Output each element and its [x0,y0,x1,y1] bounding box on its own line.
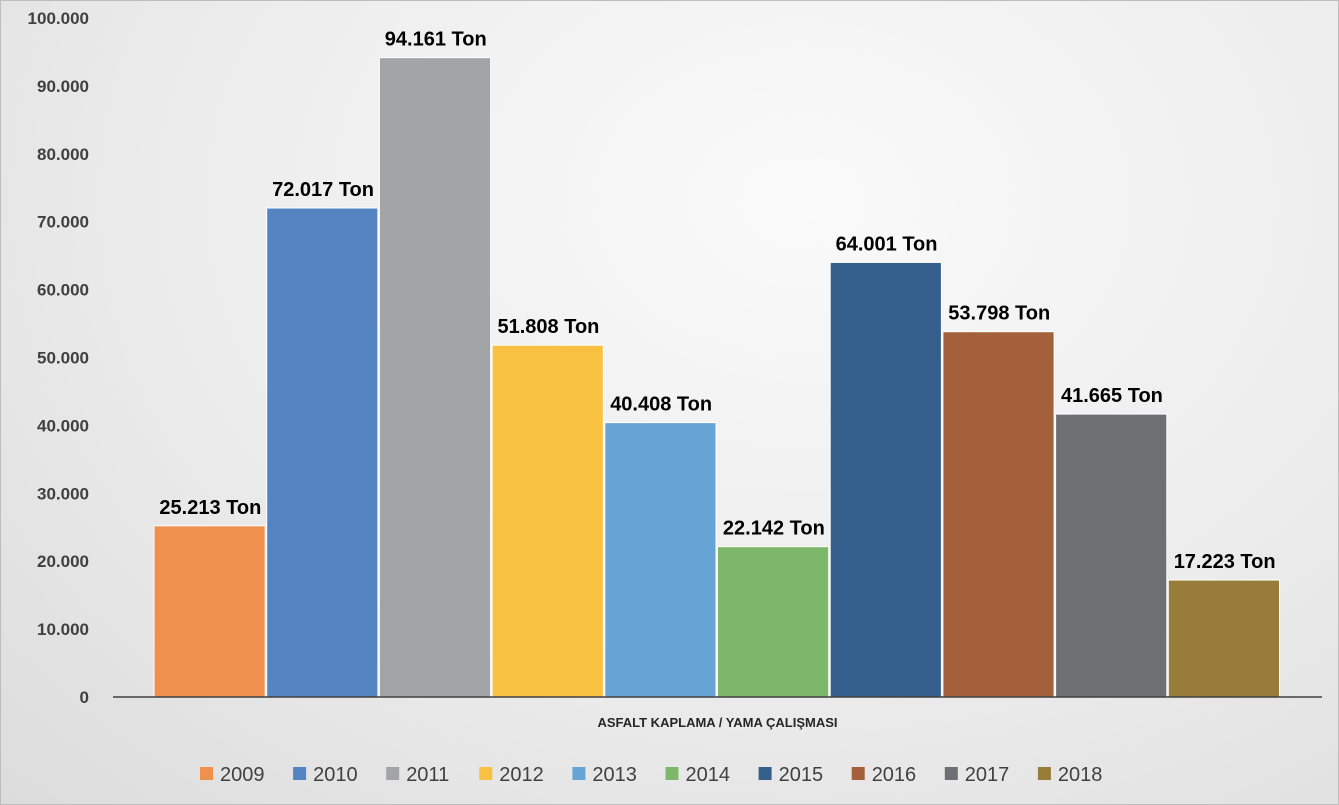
bar-2012 [491,344,604,698]
data-label-2012: 51.808 Ton [497,316,599,338]
bar-2018 [1167,579,1281,698]
bars-group [153,57,1281,698]
data-label-2015: 64.001 Ton [836,233,938,255]
data-label-2017: 41.665 Ton [1061,385,1163,407]
legend-label-2018: 2018 [1058,764,1103,786]
bar-2011 [378,57,492,698]
legend-label-2013: 2013 [592,764,637,786]
bar-2015 [829,261,942,698]
data-label-2013: 40.408 Ton [610,394,712,416]
legend-swatch-2017 [944,767,958,780]
y-axis: 0 10.000 20.000 30.000 40.000 50.000 60.000 70.… [28,9,89,707]
legend-swatch-2018 [1037,767,1051,780]
y-tick-label: 90.000 [37,77,89,96]
y-tick-label: 60.000 [37,281,89,300]
y-tick-label: 70.000 [37,213,89,232]
legend-label-2017: 2017 [965,764,1010,786]
data-label-2016: 53.798 Ton [948,303,1050,325]
data-label-2014: 22.142 Ton [723,518,825,540]
legend-swatch-2012 [479,767,493,780]
bar-2016 [942,331,1055,698]
y-tick-label: 30.000 [37,484,89,503]
y-tick-label: 50.000 [37,349,89,368]
data-label-2010: 72.017 Ton [272,179,374,201]
legend-label-2011: 2011 [406,764,449,786]
bar-2009 [153,525,266,698]
y-tick-label: 100.000 [28,9,89,28]
legend-label-2009: 2009 [220,764,265,786]
bar-2010 [266,207,379,698]
legend-swatch-2009 [200,767,213,780]
data-labels-group: 25.213 Ton 72.017 Ton 94.161 Ton 51.808 Ton… [159,29,1275,573]
legend-swatch-2014 [665,767,679,780]
bar-2014 [717,546,830,698]
bar-2017 [1055,413,1168,698]
data-label-2009: 25.213 Ton [159,497,261,519]
y-tick-label: 0 [80,688,89,707]
data-label-2018: 17.223 Ton [1174,551,1276,573]
legend-label-2010: 2010 [313,764,358,786]
legend-swatch-2011 [386,767,400,780]
legend-swatch-2010 [293,767,307,780]
y-tick-label: 10.000 [37,620,89,639]
y-tick-label: 80.000 [37,145,89,164]
y-tick-label: 40.000 [37,416,89,435]
x-axis-title: ASFALT KAPLAMA / YAMA ÇALIŞMASI [597,715,837,730]
legend-label-2012: 2012 [499,764,544,786]
legend: 2009 2010 2011 2012 2013 2014 2015 2016 2017 2018 [200,764,1102,786]
legend-label-2016: 2016 [872,764,917,786]
legend-label-2014: 2014 [686,764,731,786]
legend-swatch-2015 [758,767,772,780]
y-tick-label: 20.000 [37,552,89,571]
legend-swatch-2013 [572,767,586,780]
legend-swatch-2016 [851,767,865,780]
data-label-2011: 94.161 Ton [385,29,487,51]
bar-2013 [604,422,717,698]
legend-label-2015: 2015 [779,764,824,786]
